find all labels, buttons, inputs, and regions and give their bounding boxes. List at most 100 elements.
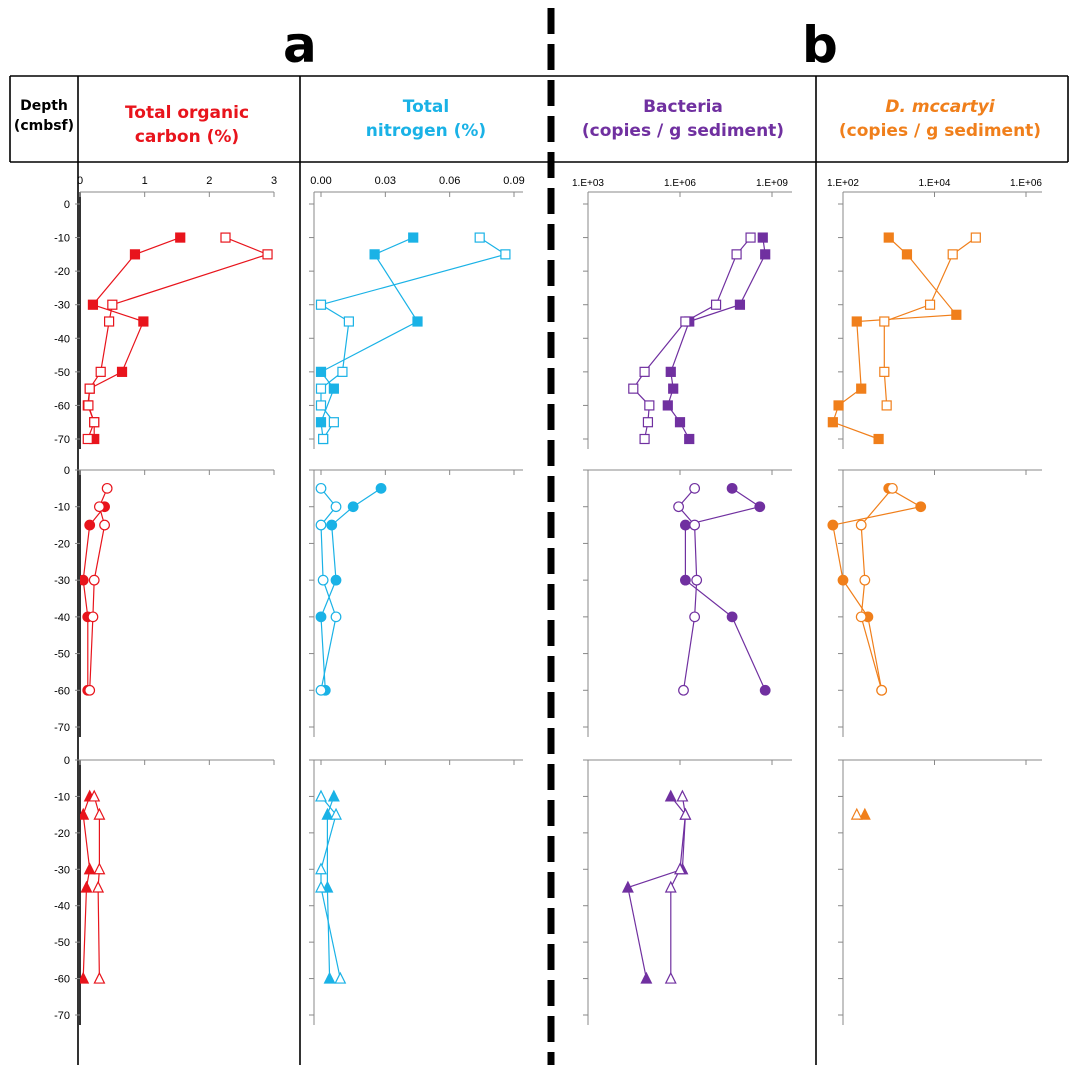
x-tick-label: 1.E+02 [827, 178, 859, 189]
data-point-triangle [92, 880, 105, 893]
data-point-square [318, 433, 329, 445]
depth-tick-label: -10 [54, 233, 70, 245]
data-point-triangle [330, 807, 342, 820]
data-point-square [87, 299, 99, 310]
data-point-circle [726, 482, 738, 494]
data-point-square [474, 232, 485, 243]
data-point-circle [689, 519, 701, 531]
data-point-square [103, 316, 115, 327]
chart-bacteria: 1.E+03 1.E+06 1.E+09 [572, 178, 792, 1025]
data-point-square [710, 299, 722, 310]
data-point-circle [689, 611, 701, 623]
data-point-square [851, 316, 862, 327]
data-point-circle [759, 684, 771, 696]
data-point-circle [315, 482, 327, 494]
depth-tick-label: 0 [64, 465, 70, 477]
data-point-square [883, 232, 894, 243]
data-point-circle [876, 684, 888, 696]
data-point-square [343, 316, 354, 327]
depth-tick-label: -70 [54, 722, 70, 734]
data-point-square [668, 383, 679, 394]
x-tick-label: 0.00 [310, 175, 331, 187]
x-tick-label: 3 [271, 175, 277, 187]
data-point-square [408, 232, 419, 243]
data-point-square [856, 383, 867, 394]
data-point-circle [886, 482, 898, 494]
data-point-circle [691, 574, 703, 586]
depth-tick-label: -50 [54, 937, 70, 949]
chart-dmccartyi: 1.E+02 1.E+04 1.E+06 [827, 178, 1042, 1025]
data-point-circle [754, 501, 766, 513]
data-point-circle [347, 501, 359, 513]
panel-label-a: a [283, 16, 317, 74]
data-point-triangle [621, 880, 634, 893]
data-point-circle [859, 574, 871, 586]
data-point-triangle [315, 789, 327, 802]
data-point-circle [680, 574, 691, 586]
data-point-triangle [640, 971, 653, 984]
data-point-triangle [674, 862, 686, 875]
data-point-square [879, 366, 890, 377]
data-point-triangle [850, 807, 863, 820]
depth-tick-label: -20 [54, 538, 70, 550]
series-line [320, 237, 419, 440]
data-point-square [337, 366, 348, 377]
chart-tn: 0.00 0.03 0.06 0.09 [309, 175, 525, 1025]
data-point-circle [837, 574, 849, 586]
data-point-square [83, 400, 94, 411]
data-point-triangle [676, 789, 689, 802]
x-tick-label: 1.E+06 [664, 178, 696, 189]
data-point-circle [855, 519, 867, 531]
data-point-triangle [88, 789, 101, 802]
data-point-circle [87, 611, 99, 623]
x-tick-label: 1 [142, 175, 148, 187]
data-point-triangle [664, 789, 677, 802]
x-tick-label: 1.E+04 [919, 178, 951, 189]
depth-tick-label: -40 [54, 333, 70, 345]
data-point-circle [330, 501, 342, 513]
header-tn-line1: Total [403, 97, 449, 117]
data-point-square [827, 417, 838, 428]
series-line [627, 796, 687, 979]
data-point-square [970, 232, 981, 243]
depth-tick-label: -30 [54, 575, 70, 587]
data-point-square [665, 366, 676, 377]
depth-tick-label: -70 [54, 434, 70, 446]
data-point-square [95, 366, 106, 377]
data-point-circle [99, 519, 110, 531]
data-point-triangle [93, 862, 106, 875]
depth-tick-label: -20 [54, 828, 70, 840]
data-point-square [107, 299, 118, 310]
data-point-square [745, 232, 756, 243]
depth-tick-label: -20 [54, 266, 70, 278]
data-point-square [731, 249, 742, 260]
data-point-circle [330, 574, 342, 586]
data-point-square [369, 249, 380, 260]
header-bacteria-line2: (copies / g sediment) [582, 121, 784, 141]
data-point-triangle [93, 971, 106, 984]
data-point-circle [93, 501, 105, 513]
data-point-circle [317, 574, 329, 586]
x-tick-label: 1.E+09 [756, 178, 788, 189]
chart-toc: 0 1 2 3 [75, 175, 277, 1025]
data-point-square [924, 299, 936, 310]
data-point-square [129, 249, 141, 260]
series-line [89, 488, 108, 691]
data-point-square [315, 299, 327, 310]
data-point-square [175, 232, 186, 243]
header-toc-line1: Total organic [125, 103, 249, 123]
data-point-triangle [679, 807, 692, 820]
depth-tick-label: -10 [54, 791, 70, 803]
data-point-triangle [315, 880, 327, 893]
data-point-circle [315, 684, 327, 696]
data-point-square [757, 232, 768, 243]
data-point-circle [80, 574, 89, 586]
data-point-circle [689, 482, 701, 494]
depth-tick-label: -30 [54, 864, 70, 876]
data-point-circle [84, 684, 96, 696]
header-depth-line2: (cmbsf) [14, 118, 74, 134]
data-point-circle [84, 519, 96, 531]
data-point-square [500, 249, 511, 260]
x-tick-label: 0.03 [375, 175, 396, 187]
